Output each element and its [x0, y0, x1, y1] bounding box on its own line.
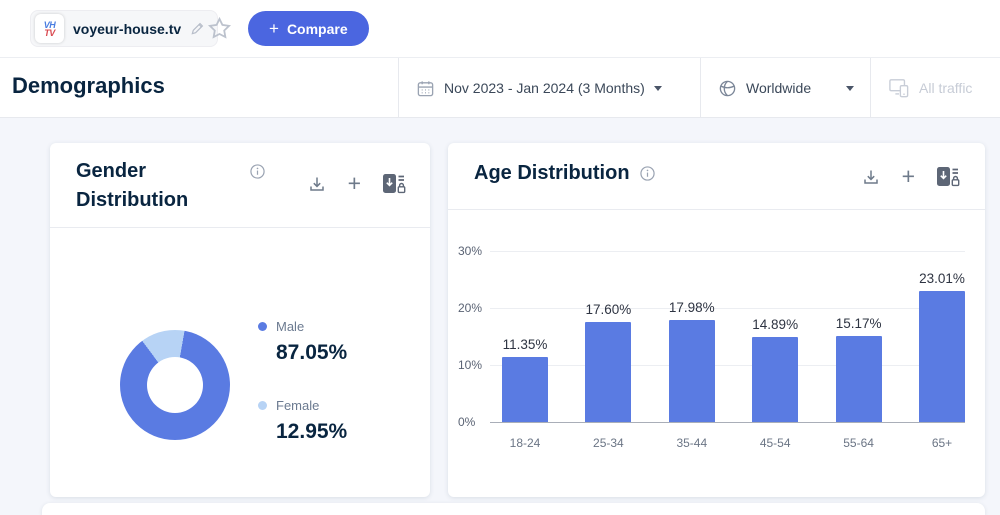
bar-55-64[interactable]	[835, 335, 882, 422]
age-card-header: Age Distribution +	[448, 143, 985, 210]
chevron-down-icon	[846, 85, 854, 91]
favicon-tv: TV	[44, 27, 55, 38]
x-axis-tick: 18-24	[509, 436, 541, 450]
site-favicon: VH TV	[35, 14, 64, 43]
gender-distribution-card: Gender Distribution + Male 87.05%	[50, 143, 430, 497]
site-domain: voyeur-house.tv	[73, 20, 182, 37]
download-icon[interactable]	[307, 174, 327, 194]
site-chip[interactable]: VH TV voyeur-house.tv	[30, 10, 219, 47]
excel-download-locked-icon[interactable]	[936, 166, 960, 188]
female-label: Female	[276, 398, 320, 413]
add-to-dashboard-icon[interactable]: +	[347, 170, 361, 196]
calendar-icon	[416, 79, 435, 98]
female-value: 12.95%	[276, 420, 348, 443]
compare-button[interactable]: + Compare	[248, 11, 369, 46]
bar-25-34[interactable]	[585, 321, 632, 422]
bar-value-label: 11.35%	[502, 337, 548, 353]
x-axis-tick: 65+	[931, 436, 953, 450]
y-axis-tick: 30%	[458, 244, 483, 258]
gender-donut-chart[interactable]	[120, 330, 230, 440]
favicon-vh: VH	[43, 19, 56, 30]
compare-button-label: Compare	[286, 20, 348, 37]
info-icon[interactable]	[250, 164, 265, 179]
top-bar: VH TV voyeur-house.tv + Compare	[0, 0, 1000, 58]
gridline-30%	[490, 251, 965, 252]
chevron-down-icon	[653, 85, 662, 91]
male-dot-icon	[258, 322, 267, 331]
bar-value-label: 14.89%	[752, 317, 799, 333]
y-axis-tick: 10%	[458, 358, 483, 372]
x-axis-tick: 35-44	[676, 436, 708, 450]
bar-65+[interactable]	[919, 290, 965, 422]
devices-icon	[888, 78, 910, 98]
add-to-dashboard-icon[interactable]: +	[901, 163, 915, 189]
gridline-20%	[490, 308, 965, 309]
excel-download-locked-icon[interactable]	[382, 173, 406, 195]
x-axis-tick: 45-54	[759, 436, 791, 450]
bar-35-44[interactable]	[668, 319, 715, 422]
next-section-card	[42, 503, 985, 515]
bar-18-24[interactable]	[502, 357, 548, 422]
gridline-0%	[490, 422, 965, 423]
male-label: Male	[276, 319, 305, 334]
legend-item-male[interactable]: Male 87.05%	[258, 319, 347, 365]
gender-card-header: Gender Distribution +	[50, 143, 430, 228]
age-distribution-card: Age Distribution + 11.35% 17.60% 17.98% 14.…	[448, 143, 985, 497]
x-axis-tick: 55-64	[843, 436, 874, 450]
download-icon[interactable]	[861, 167, 881, 187]
legend-item-female[interactable]: Female 12.95%	[258, 398, 347, 444]
bar-value-label: 15.17%	[835, 315, 882, 331]
male-value: 87.05%	[276, 341, 348, 364]
plus-icon: +	[269, 19, 279, 38]
page-title: Demographics	[12, 73, 165, 98]
gridline-10%	[490, 365, 965, 366]
bar-value-label: 17.98%	[668, 299, 715, 315]
info-icon[interactable]	[639, 166, 655, 181]
bar-45-54[interactable]	[752, 337, 799, 422]
y-axis-tick: 20%	[458, 301, 483, 315]
age-plot: 11.35% 17.60% 17.98% 14.89% 15.17% 23.01%	[490, 251, 965, 423]
traffic-type-value: All traffic	[919, 80, 973, 96]
edit-pencil-icon[interactable]	[190, 21, 205, 36]
gender-card-title: Gender Distribution	[76, 160, 189, 211]
bar-value-label: 23.01%	[919, 270, 965, 286]
age-card-title: Age Distribution	[474, 162, 630, 184]
donut-hole	[147, 357, 203, 413]
bar-value-label: 17.60%	[585, 301, 632, 317]
female-dot-icon	[258, 401, 267, 410]
traffic-type-filter[interactable]: All traffic	[870, 58, 1000, 118]
y-axis-tick: 0%	[458, 415, 476, 429]
region-filter[interactable]: Worldwide	[700, 58, 870, 118]
region-value: Worldwide	[746, 80, 812, 96]
page-header: Demographics Nov 2023 - Jan 2024 (3 Mont…	[0, 58, 1000, 118]
gender-legend: Male 87.05% Female 12.95%	[258, 319, 347, 477]
favorite-star-icon[interactable]	[206, 15, 233, 45]
globe-icon	[718, 79, 737, 98]
date-range-value: Nov 2023 - Jan 2024 (3 Months)	[444, 80, 645, 96]
x-axis-tick: 25-34	[593, 436, 624, 450]
date-range-filter[interactable]: Nov 2023 - Jan 2024 (3 Months)	[398, 58, 700, 118]
